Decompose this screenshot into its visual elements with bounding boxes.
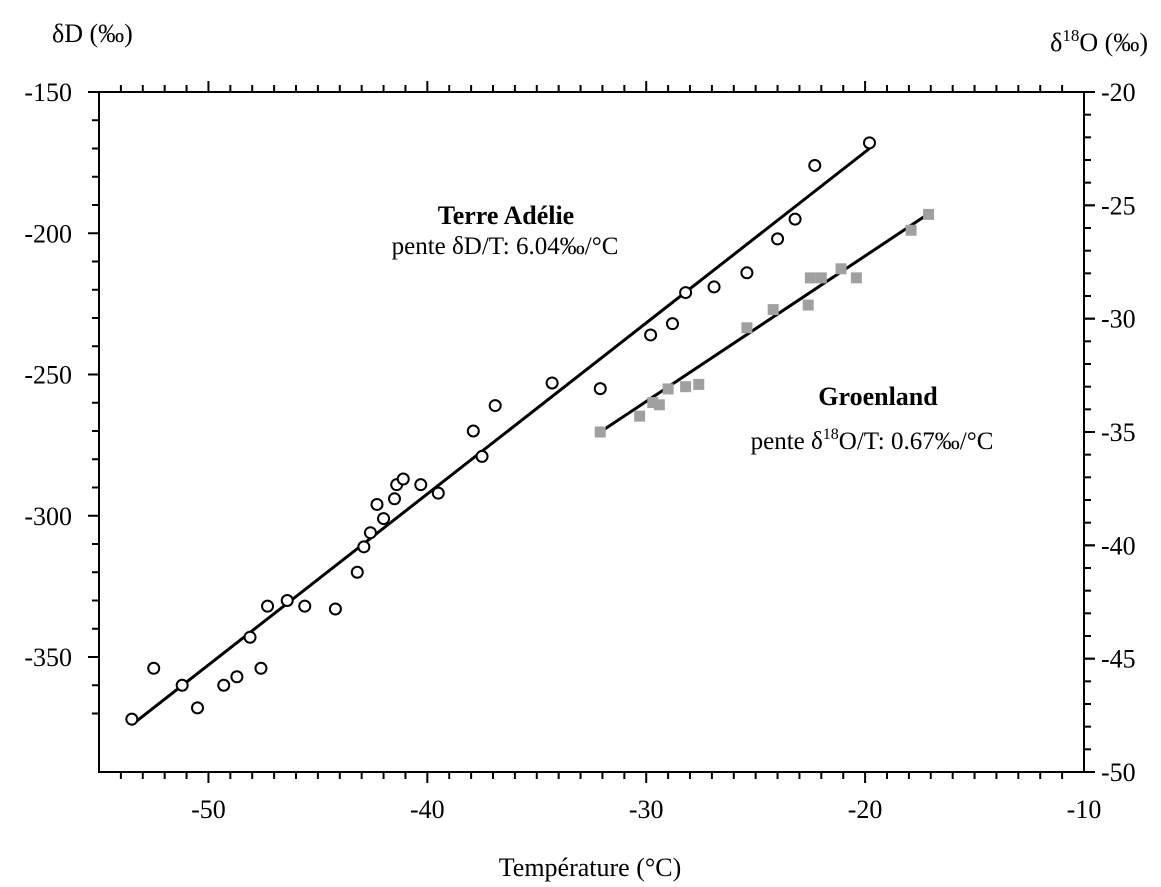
x-tick-label: -50	[191, 795, 226, 824]
fit-line	[599, 215, 926, 434]
point-terre-adelie	[808, 158, 822, 172]
point-terre-adelie	[475, 449, 489, 463]
fit-lines	[130, 147, 926, 726]
point-terre-adelie	[350, 565, 364, 579]
point-groenland	[653, 399, 665, 411]
point-terre-adelie	[431, 486, 445, 500]
point-terre-adelie	[370, 497, 384, 511]
point-groenland	[680, 381, 692, 393]
annotation-groenland-title: Groenland	[818, 382, 938, 411]
point-terre-adelie	[217, 678, 231, 692]
point-groenland	[815, 272, 827, 284]
y-right-tick-label: -30	[1101, 305, 1136, 334]
point-terre-adelie	[298, 599, 312, 613]
point-terre-adelie	[707, 280, 721, 294]
y-left-tick-label: -250	[24, 361, 72, 390]
point-groenland	[804, 272, 816, 284]
point-terre-adelie	[466, 424, 480, 438]
data-points	[125, 136, 935, 726]
point-groenland	[835, 263, 847, 275]
point-groenland	[594, 426, 606, 438]
point-groenland	[741, 322, 753, 334]
x-tick-label: -40	[410, 795, 445, 824]
point-terre-adelie	[388, 492, 401, 506]
point-terre-adelie	[545, 376, 559, 390]
point-terre-adelie	[328, 602, 342, 616]
point-groenland	[923, 208, 935, 220]
point-terre-adelie	[862, 136, 876, 150]
y-right-tick-label: -25	[1101, 191, 1136, 220]
y-right-tick-label: -50	[1101, 758, 1136, 787]
y-right-tick-label: -45	[1101, 645, 1136, 674]
point-terre-adelie	[175, 678, 189, 692]
y-right-tick-label: -40	[1101, 531, 1136, 560]
point-terre-adelie	[261, 599, 275, 613]
x-tick-label: -10	[1067, 795, 1102, 824]
point-groenland	[634, 410, 646, 422]
point-terre-adelie	[488, 399, 502, 413]
x-tick-label: -20	[848, 795, 883, 824]
point-groenland	[693, 378, 705, 390]
point-groenland	[850, 272, 862, 284]
point-groenland	[802, 299, 814, 311]
point-terre-adelie	[147, 661, 161, 675]
point-terre-adelie	[230, 670, 244, 684]
point-terre-adelie	[679, 286, 693, 300]
point-terre-adelie	[740, 266, 754, 280]
point-terre-adelie	[665, 317, 679, 331]
point-terre-adelie	[254, 661, 268, 675]
point-terre-adelie	[377, 512, 391, 526]
fit-line	[130, 147, 871, 726]
point-terre-adelie	[357, 540, 371, 554]
point-terre-adelie	[396, 472, 410, 486]
y-axis-left-title: δD (‰)	[52, 19, 133, 48]
ticks: -50 -40 -30 -20 -10 -150 -200 -250 -300 -350 -20 -2…	[24, 78, 1135, 824]
point-terre-adelie	[191, 701, 204, 715]
y-left-tick-label: -200	[24, 219, 72, 248]
point-terre-adelie	[593, 382, 607, 396]
annotation-terre-adelie-title: Terre Adélie	[438, 201, 574, 230]
y-right-tick-label: -35	[1101, 418, 1136, 447]
x-tick-label: -30	[629, 795, 664, 824]
y-left-tick-label: -300	[24, 502, 72, 531]
y-left-tick-label: -150	[24, 78, 72, 107]
point-terre-adelie	[788, 212, 802, 226]
annotation-terre-adelie-slope: pente δD/T: 6.04‰/°C	[392, 233, 619, 260]
point-terre-adelie	[363, 526, 377, 540]
point-groenland	[662, 383, 674, 395]
point-terre-adelie	[243, 630, 257, 644]
y-left-tick-label: -350	[24, 643, 72, 672]
point-groenland	[647, 397, 659, 409]
y-axis-right-title: δ18O (‰)	[1050, 26, 1148, 57]
x-axis-title: Température (°C)	[499, 853, 682, 882]
point-groenland	[767, 304, 779, 316]
point-terre-adelie	[414, 478, 428, 492]
point-terre-adelie	[125, 712, 139, 726]
y-right-tick-label: -20	[1101, 78, 1136, 107]
point-groenland	[905, 224, 917, 236]
point-terre-adelie	[280, 594, 294, 607]
point-terre-adelie	[644, 328, 658, 342]
annotation-groenland-slope: pente δ18O/T: 0.67‰/°C	[751, 426, 994, 455]
point-terre-adelie	[771, 232, 785, 246]
